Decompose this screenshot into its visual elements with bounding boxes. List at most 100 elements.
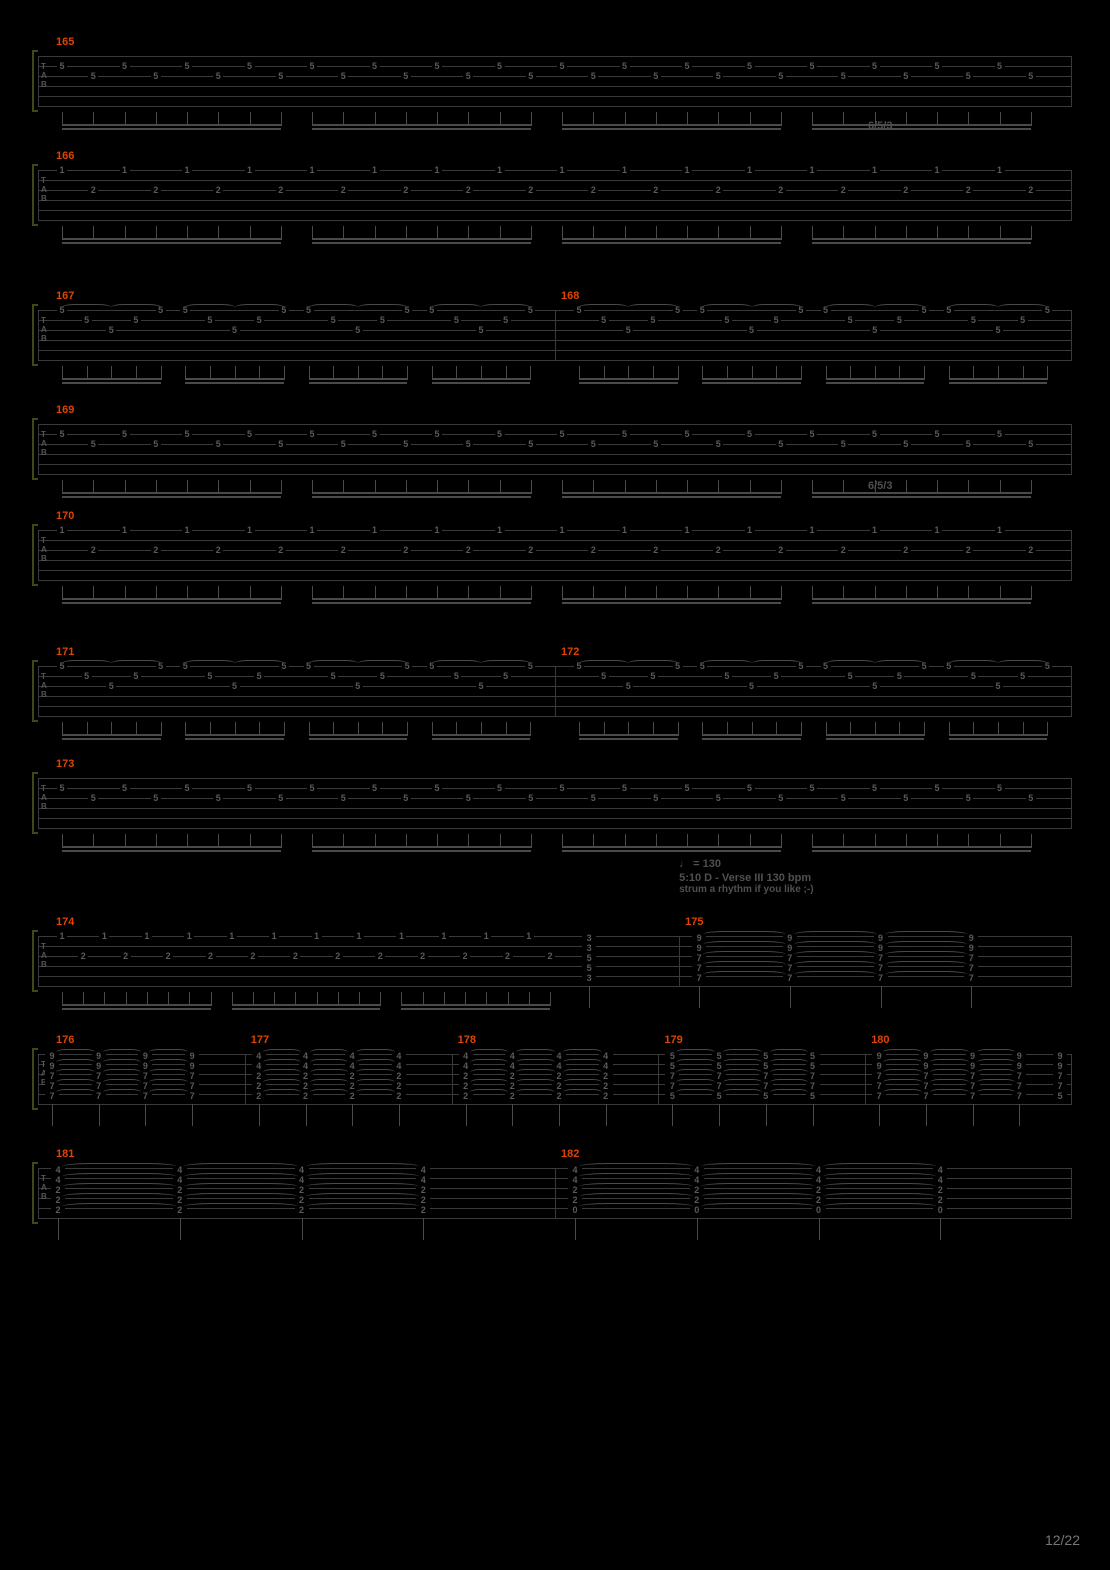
beam-group <box>562 112 781 130</box>
tab-note: 2 <box>838 545 848 555</box>
tab-note: 5 <box>838 793 848 803</box>
tab-note: 1 <box>620 165 630 175</box>
tab-clef: TAB <box>41 942 47 969</box>
tab-note: 1 <box>870 165 880 175</box>
beam-group <box>812 480 1031 498</box>
beam-group <box>562 480 781 498</box>
tab-note: 2 <box>276 545 286 555</box>
tab-note: 5 <box>432 429 442 439</box>
tab-note: 5 <box>307 783 317 793</box>
tab-clef: TAB <box>41 784 47 811</box>
tab-note: 1 <box>932 165 942 175</box>
tab-note: 5 <box>599 671 609 681</box>
tab-note: 5 <box>932 61 942 71</box>
tab-note: 2 <box>526 545 536 555</box>
tab-note: 5 <box>338 793 348 803</box>
tab-note: 5 <box>682 429 692 439</box>
tab-note: 1 <box>396 931 406 941</box>
tab-note: 5 <box>1018 671 1028 681</box>
tab-note: 5 <box>401 439 411 449</box>
beam-group <box>812 834 1031 852</box>
beam-group <box>826 366 925 384</box>
tab-note: 5 <box>451 315 461 325</box>
tab-note: 5 <box>254 315 264 325</box>
tab-note: 2 <box>213 545 223 555</box>
tab-note: 5 <box>807 61 817 71</box>
tab-note: 5 <box>276 793 286 803</box>
tab-note: 5 <box>993 681 1003 691</box>
beam-group <box>185 366 284 384</box>
tab-note: 1 <box>745 525 755 535</box>
bar-number: 178 <box>458 1034 476 1046</box>
tab-note: 5 <box>557 61 567 71</box>
tab-clef: TAB <box>41 1174 47 1201</box>
tab-note: 5 <box>182 783 192 793</box>
section-title: 5:10 D - Verse III 130 bpm <box>679 872 811 884</box>
tab-note: 5 <box>623 325 633 335</box>
tab-note: 5 <box>57 783 67 793</box>
tab-note: 5 <box>901 71 911 81</box>
tab-note: 1 <box>682 165 692 175</box>
tab-note: 5 <box>432 61 442 71</box>
tab-note: 2 <box>776 545 786 555</box>
tab-note: 5 <box>254 671 264 681</box>
tab-note: 5 <box>353 681 363 691</box>
tab-note: 1 <box>312 931 322 941</box>
tab-note: 5 <box>230 681 240 691</box>
tab-note: 1 <box>120 525 130 535</box>
bar-number: 169 <box>56 404 74 416</box>
tab-note: 2 <box>151 185 161 195</box>
tab-note: 1 <box>620 525 630 535</box>
bar-number: 170 <box>56 510 74 522</box>
tab-note: 5 <box>771 315 781 325</box>
tab-note: 5 <box>776 793 786 803</box>
tab-note: 5 <box>901 439 911 449</box>
tab-note: 5 <box>747 681 757 691</box>
tab-note: 5 <box>377 315 387 325</box>
tab-note: 5 <box>463 793 473 803</box>
tab-system: TAB16555555555555555555555555555555555 <box>38 50 1072 106</box>
tab-note: 5 <box>776 439 786 449</box>
beam-group <box>579 722 678 740</box>
tab-note: 5 <box>245 783 255 793</box>
beam-group <box>62 834 281 852</box>
tab-note: 5 <box>245 429 255 439</box>
tab-note: 5 <box>870 61 880 71</box>
tab-staff: TAB17355555555555555555555555555555555 <box>38 772 1072 828</box>
tab-note: 5 <box>328 315 338 325</box>
tab-note: 2 <box>418 951 428 961</box>
tab-note: 5 <box>588 793 598 803</box>
tab-note: 5 <box>932 429 942 439</box>
tab-note: 2 <box>401 185 411 195</box>
beam-group <box>432 366 531 384</box>
beam-group <box>312 226 531 244</box>
beam-group <box>579 366 678 384</box>
tab-note: 5 <box>747 325 757 335</box>
tab-note: 5 <box>151 439 161 449</box>
tab-note: 2 <box>338 545 348 555</box>
tab-note: 1 <box>354 931 364 941</box>
tab-note: 2 <box>401 545 411 555</box>
tab-note: 2 <box>88 185 98 195</box>
tab-note: 5 <box>648 315 658 325</box>
tab-note: 5 <box>205 671 215 681</box>
tab-note: 1 <box>995 525 1005 535</box>
tab-note: 5 <box>963 71 973 81</box>
tab-note: 2 <box>963 185 973 195</box>
tab-note: 5 <box>370 61 380 71</box>
tab-note: 5 <box>995 783 1005 793</box>
tab-note: 5 <box>894 315 904 325</box>
tab-note: 5 <box>968 671 978 681</box>
tab-note: 5 <box>620 61 630 71</box>
tab-note: 5 <box>526 71 536 81</box>
beam-group <box>309 366 408 384</box>
tab-note: 5 <box>370 429 380 439</box>
tab-system: TAB170121212121212121212121212121212126/… <box>38 524 1072 580</box>
tab-note: 5 <box>120 61 130 71</box>
bar-number: 167 <box>56 290 74 302</box>
bar-number: 166 <box>56 150 74 162</box>
tab-note: 2 <box>901 185 911 195</box>
tab-system: TAB166121212121212121212121212121212126/… <box>38 164 1072 220</box>
tab-note: 2 <box>333 951 343 961</box>
tab-note: 1 <box>557 525 567 535</box>
